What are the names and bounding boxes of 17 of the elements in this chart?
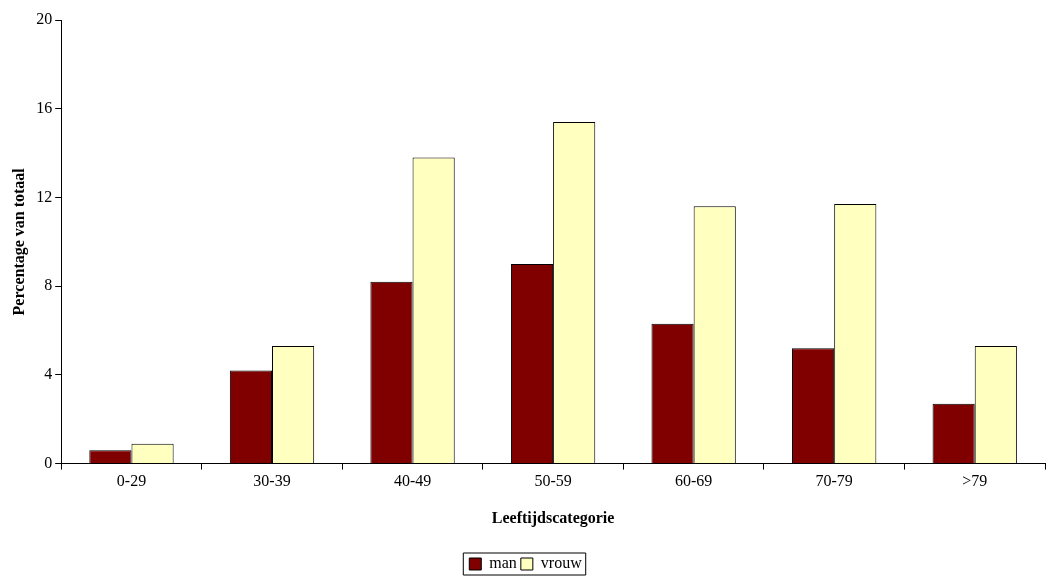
x-tick-label: 70-79	[815, 472, 853, 490]
x-axis-title: Leeftijdscategorie	[491, 508, 615, 527]
y-tick-label: 4	[44, 365, 53, 383]
y-axis-title: Percentage van totaal	[9, 167, 28, 316]
x-tick-label: >79	[962, 472, 988, 490]
legend-label: vrouw	[540, 554, 583, 572]
y-tick-label: 16	[36, 98, 53, 116]
y-tick-label: 0	[44, 453, 53, 471]
y-tick-label: 8	[44, 276, 53, 294]
x-tick-label: 60-69	[674, 472, 713, 490]
x-tick-label: 0-29	[116, 472, 147, 490]
y-tick-label: 12	[36, 187, 53, 205]
legend-label: man	[489, 554, 517, 572]
x-tick-label: 30-39	[253, 472, 291, 490]
x-tick-label: 40-49	[393, 472, 432, 490]
x-tick-label: 50-59	[534, 472, 572, 490]
y-tick-label: 20	[36, 10, 53, 28]
